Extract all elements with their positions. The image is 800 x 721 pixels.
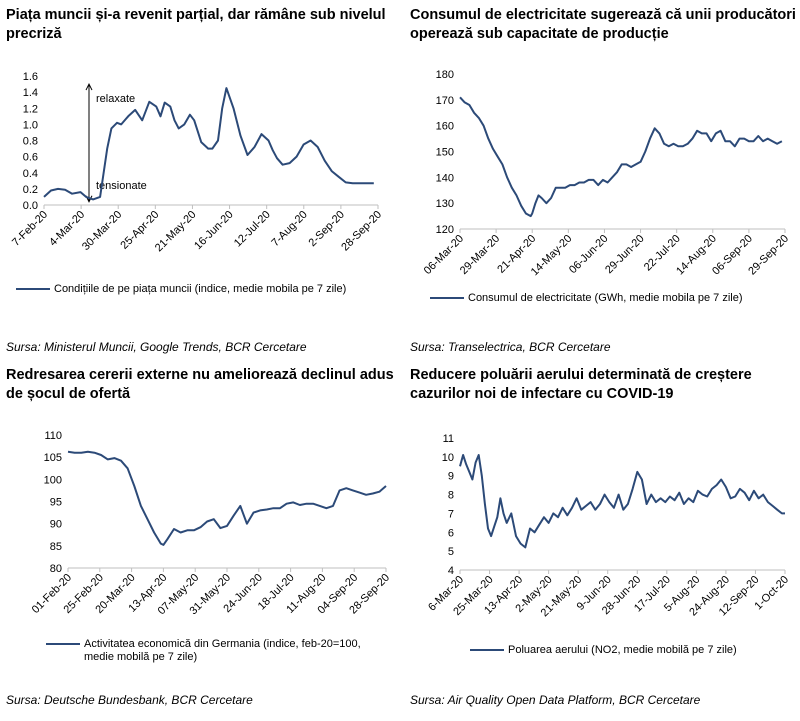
legend-label: Consumul de electricitate (GWh, medie mo… xyxy=(468,292,743,304)
y-tick-label: 180 xyxy=(436,69,454,81)
y-tick-label: 80 xyxy=(50,563,62,575)
y-tick-label: 95 xyxy=(50,497,62,509)
y-tick-label: 160 xyxy=(436,121,454,133)
y-tick-label: 170 xyxy=(436,95,454,107)
chart-title: Redresarea cererii externe nu amelioreaz… xyxy=(6,367,394,402)
series-line xyxy=(459,454,785,549)
x-tick-label: 12-Jul-20 xyxy=(232,209,273,250)
y-tick-label: 0.4 xyxy=(23,168,38,180)
y-tick-label: 1.4 xyxy=(23,87,38,99)
legend-label-line1: Activitatea economică din Germania (indi… xyxy=(84,638,361,650)
y-tick-label: 90 xyxy=(50,519,62,531)
chart-source: Sursa: Air Quality Open Data Platform, B… xyxy=(410,693,701,707)
y-tick-label: 10 xyxy=(442,452,454,464)
chart-legend: Poluarea aerului (NO2, medie mobilă pe 7… xyxy=(470,644,737,657)
y-tick-label: 120 xyxy=(436,224,454,236)
x-tick-label: 28-Sep-20 xyxy=(339,209,384,254)
series-line xyxy=(67,450,387,546)
y-tick-label: 11 xyxy=(443,433,454,445)
y-tick-label: 0.8 xyxy=(23,136,38,148)
x-tick-label: 29-Mar-20 xyxy=(458,233,502,277)
chart-legend: Condițiile de pe piața muncii (indice, m… xyxy=(16,283,346,296)
legend-line-swatch xyxy=(430,297,464,300)
y-tick-label: 130 xyxy=(436,198,454,210)
y-tick-label: 100 xyxy=(44,474,62,486)
x-tick-label: 30-Mar-20 xyxy=(80,209,124,253)
chart-title: Reducere poluării aerului determinată de… xyxy=(410,367,752,402)
legend-line-swatch xyxy=(46,643,80,646)
x-tick-label: 29-Jun-20 xyxy=(603,233,647,277)
germany-activity-chart: 8085909510010511001-Feb-2025-Feb-2020-Ma… xyxy=(30,430,392,617)
y-tick-label: 1.0 xyxy=(23,119,38,131)
air-pollution-chart: 45678910116-Mar-2025-Mar-2013-Apr-202-Ma… xyxy=(426,433,791,619)
chart-panel-electricity: Consumul de electricitate sugerează că u… xyxy=(410,0,800,360)
legend-label: Condițiile de pe piața muncii (indice, m… xyxy=(54,283,347,295)
y-tick-label: 6 xyxy=(448,527,454,539)
legend-line-swatch xyxy=(470,649,504,652)
legend-label-line2: medie mobilă pe 7 zile) xyxy=(84,651,198,663)
y-tick-label: 1.2 xyxy=(23,103,38,115)
y-tick-label: 85 xyxy=(50,541,62,553)
annotation-tensionate: tensionate xyxy=(96,180,147,192)
labor-market-chart: 0.00.20.40.60.81.01.21.41.67-Feb-204-Mar… xyxy=(10,71,384,254)
chart-source: Sursa: Ministerul Muncii, Google Trends,… xyxy=(6,340,307,354)
x-tick-label: 16-Jun-20 xyxy=(192,209,236,253)
chart-panel-air-pollution: Reducere poluării aerului determinată de… xyxy=(410,360,800,720)
annotation-arrow-up-head xyxy=(85,82,93,91)
y-tick-label: 0.2 xyxy=(23,184,38,196)
chart-legend: Consumul de electricitate (GWh, medie mo… xyxy=(430,292,743,305)
y-tick-label: 105 xyxy=(44,452,62,464)
chart-title: Piața muncii și-a revenit parțial, dar r… xyxy=(6,7,386,42)
chart-panel-labor-market: Piața muncii și-a revenit parțial, dar r… xyxy=(6,0,396,360)
x-tick-label: 7-Aug-20 xyxy=(269,209,309,249)
y-tick-label: 8 xyxy=(448,490,454,502)
y-tick-label: 9 xyxy=(448,471,454,483)
legend-line-swatch xyxy=(16,288,50,291)
chart-source: Sursa: Transelectrica, BCR Cercetare xyxy=(410,340,611,354)
y-tick-label: 4 xyxy=(448,565,454,577)
y-tick-label: 140 xyxy=(436,172,454,184)
electricity-chart: 12013014015016017018006-Mar-2029-Mar-202… xyxy=(422,69,791,278)
y-tick-label: 150 xyxy=(436,147,454,159)
series-line xyxy=(459,96,783,218)
y-tick-label: 0.0 xyxy=(23,200,38,212)
y-tick-label: 0.6 xyxy=(23,152,38,164)
annotation-relaxate: relaxate xyxy=(96,93,135,105)
y-tick-label: 5 xyxy=(448,546,454,558)
legend-label: Poluarea aerului (NO2, medie mobilă pe 7… xyxy=(508,644,737,656)
chart-source: Sursa: Deutsche Bundesbank, BCR Cercetar… xyxy=(6,693,253,707)
chart-panel-germany: Redresarea cererii externe nu amelioreaz… xyxy=(6,360,396,720)
y-tick-label: 7 xyxy=(448,508,454,520)
y-tick-label: 110 xyxy=(44,430,62,442)
chart-legend: Activitatea economică din Germania (indi… xyxy=(46,638,361,664)
x-tick-label: 7-Feb-20 xyxy=(10,209,50,249)
y-tick-label: 1.6 xyxy=(23,71,38,83)
chart-title: Consumul de electricitate sugerează că u… xyxy=(410,7,796,42)
series-line xyxy=(43,87,374,201)
